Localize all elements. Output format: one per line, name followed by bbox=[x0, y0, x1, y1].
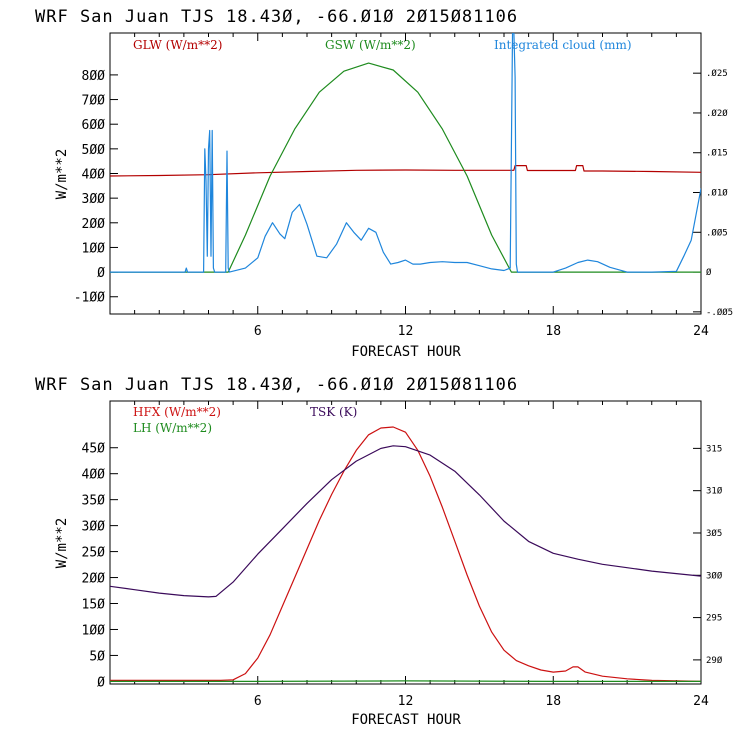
series-line-gsw bbox=[110, 62, 701, 273]
x-tick-label: 6 bbox=[254, 694, 262, 709]
y-tick-label: 45Ø bbox=[82, 442, 106, 457]
y-tick-label: 5Ø bbox=[89, 649, 105, 664]
panel-bottom-plot-area: 6 12 18 24 Ø 5Ø 1ØØ 15Ø 2ØØ 25Ø 3ØØ 35Ø 4ØØ 45Ø 29Ø 295… bbox=[82, 400, 723, 709]
x-tick-label: 18 bbox=[545, 694, 561, 709]
series-line-integrated bbox=[110, 33, 701, 273]
panel-bottom-ylabel: W/m**2 bbox=[54, 518, 70, 569]
legend-tsk: TSK (K) bbox=[310, 405, 357, 419]
legend-gsw: GSW (W/m**2) bbox=[325, 38, 416, 52]
y2-tick-label: 31Ø bbox=[706, 486, 723, 497]
panel-top-plot-area: 6 12 18 24 -1ØØ Ø 1ØØ 2ØØ 3ØØ 4ØØ 5ØØ 6ØØ 7ØØ 8ØØ -.ØØ… bbox=[74, 32, 733, 339]
legend-glw: GLW (W/m**2) bbox=[133, 38, 222, 52]
y-tick-label: 4ØØ bbox=[82, 168, 106, 183]
panel-top-xlabel: FORECAST HOUR bbox=[351, 344, 461, 360]
y2-tick-label: .Ø1Ø bbox=[706, 188, 728, 199]
y2-tick-label: 315 bbox=[706, 444, 722, 454]
y-tick-label: Ø bbox=[97, 266, 105, 281]
panel-bottom-title: WRF San Juan TJS 18.43Ø, -66.Ø1Ø 2Ø15Ø81… bbox=[35, 375, 518, 395]
x-tick-label: 18 bbox=[545, 324, 561, 339]
y-tick-label: 8ØØ bbox=[82, 69, 106, 84]
panel-top-ylabel: W/m**2 bbox=[54, 149, 70, 200]
panel-bottom-xlabel: FORECAST HOUR bbox=[351, 712, 461, 728]
y2-tick-label: Ø bbox=[706, 267, 712, 278]
panel-top: WRF San Juan TJS 18.43Ø, -66.Ø1Ø 2Ø15Ø81… bbox=[35, 7, 733, 360]
y-tick-label: 7ØØ bbox=[82, 94, 106, 109]
legend-cloud: Integrated cloud (mm) bbox=[494, 38, 632, 52]
y-tick-label: 2ØØ bbox=[82, 217, 106, 232]
y-tick-label: 3ØØ bbox=[82, 192, 106, 207]
y2-tick-label: -.ØØ5 bbox=[706, 307, 733, 318]
y2-tick-label: 3Ø5 bbox=[706, 528, 722, 539]
y-tick-label: 3ØØ bbox=[82, 520, 106, 535]
y-tick-label: 5ØØ bbox=[82, 143, 106, 158]
series-line-tsk bbox=[110, 445, 701, 598]
y-tick-label: 1ØØ bbox=[82, 241, 106, 256]
plot-frame bbox=[109, 400, 702, 685]
panel-top-title: WRF San Juan TJS 18.43Ø, -66.Ø1Ø 2Ø15Ø81… bbox=[35, 7, 518, 27]
series-line-glw bbox=[110, 165, 701, 177]
y2-tick-label: 3ØØ bbox=[706, 570, 723, 581]
y-tick-label: 1ØØ bbox=[82, 623, 106, 638]
y-tick-label: 15Ø bbox=[82, 598, 106, 613]
x-tick-label: 6 bbox=[254, 324, 262, 339]
panel-bottom: WRF San Juan TJS 18.43Ø, -66.Ø1Ø 2Ø15Ø81… bbox=[35, 375, 723, 728]
legend-hfx: HFX (W/m**2) bbox=[133, 405, 221, 419]
series-line-hfx bbox=[110, 426, 701, 682]
y-tick-label: 4ØØ bbox=[82, 468, 106, 483]
series-line-lh bbox=[110, 680, 701, 682]
x-tick-label: 24 bbox=[693, 694, 709, 709]
y-tick-label: 2ØØ bbox=[82, 572, 106, 587]
y2-tick-label: .Ø2Ø bbox=[706, 108, 728, 119]
y2-tick-label: .ØØ5 bbox=[706, 227, 728, 238]
legend-lh: LH (W/m**2) bbox=[133, 421, 212, 435]
y-tick-label: 25Ø bbox=[82, 546, 106, 561]
y-tick-label: 35Ø bbox=[82, 494, 106, 509]
y-tick-label: -1ØØ bbox=[74, 291, 105, 306]
x-tick-label: 12 bbox=[398, 694, 414, 709]
y2-tick-label: 295 bbox=[706, 614, 722, 624]
x-tick-label: 12 bbox=[398, 324, 414, 339]
y2-tick-label: 29Ø bbox=[706, 655, 723, 666]
y-tick-label: Ø bbox=[97, 675, 105, 690]
y2-tick-label: .Ø25 bbox=[706, 68, 728, 79]
x-tick-label: 24 bbox=[693, 324, 709, 339]
y2-tick-label: .Ø15 bbox=[706, 148, 728, 159]
y-tick-label: 6ØØ bbox=[82, 118, 106, 133]
